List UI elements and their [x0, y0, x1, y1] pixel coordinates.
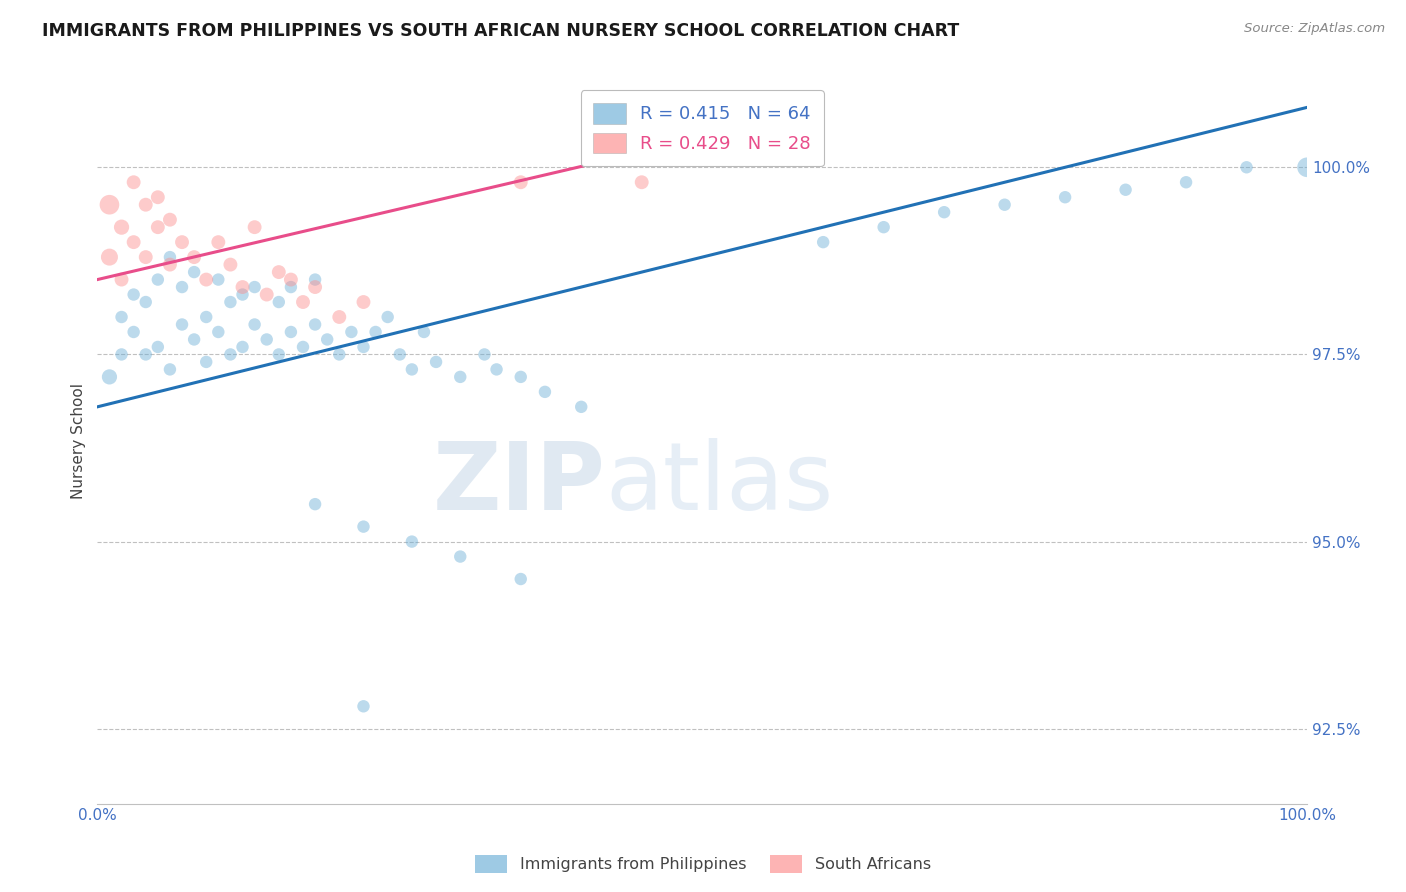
Point — [1236, 161, 1258, 175]
Point — [377, 310, 399, 324]
Point — [304, 272, 326, 286]
Point — [485, 362, 508, 376]
Point — [509, 572, 531, 586]
Point — [159, 258, 181, 272]
Point — [135, 295, 157, 310]
Point — [207, 272, 229, 286]
Point — [353, 295, 375, 310]
Point — [195, 310, 218, 324]
Point — [353, 340, 375, 354]
Point — [122, 287, 145, 301]
Point — [267, 347, 290, 361]
Point — [135, 250, 157, 264]
Point — [170, 280, 193, 294]
Point — [146, 190, 169, 204]
Point — [183, 333, 205, 347]
Point — [280, 280, 302, 294]
Point — [353, 519, 375, 533]
Point — [994, 197, 1017, 211]
Point — [280, 272, 302, 286]
Point — [630, 175, 652, 189]
Point — [219, 295, 242, 310]
Point — [146, 340, 169, 354]
Point — [231, 280, 253, 294]
Text: atlas: atlas — [606, 438, 834, 530]
Point — [569, 400, 592, 414]
Point — [159, 362, 181, 376]
Point — [509, 175, 531, 189]
Point — [872, 220, 894, 235]
Point — [195, 272, 218, 286]
Point — [243, 220, 266, 235]
Point — [413, 325, 436, 339]
Point — [474, 347, 496, 361]
Point — [207, 325, 229, 339]
Point — [135, 347, 157, 361]
Point — [256, 287, 278, 301]
Point — [328, 310, 350, 324]
Point — [122, 175, 145, 189]
Point — [110, 310, 132, 324]
Point — [135, 197, 157, 211]
Point — [509, 370, 531, 384]
Point — [207, 235, 229, 249]
Point — [280, 325, 302, 339]
Point — [449, 370, 471, 384]
Point — [170, 235, 193, 249]
Point — [1115, 183, 1137, 197]
Point — [388, 347, 411, 361]
Point — [170, 318, 193, 332]
Point — [122, 235, 145, 249]
Point — [243, 280, 266, 294]
Point — [328, 347, 350, 361]
Point — [110, 220, 132, 235]
Point — [534, 384, 557, 399]
Point — [183, 265, 205, 279]
Text: ZIP: ZIP — [433, 438, 606, 530]
Point — [304, 497, 326, 511]
Point — [316, 333, 339, 347]
Legend: R = 0.415   N = 64, R = 0.429   N = 28: R = 0.415 N = 64, R = 0.429 N = 28 — [581, 90, 824, 166]
Point — [219, 347, 242, 361]
Point — [449, 549, 471, 564]
Point — [353, 699, 375, 714]
Point — [231, 340, 253, 354]
Point — [159, 212, 181, 227]
Point — [401, 362, 423, 376]
Text: IMMIGRANTS FROM PHILIPPINES VS SOUTH AFRICAN NURSERY SCHOOL CORRELATION CHART: IMMIGRANTS FROM PHILIPPINES VS SOUTH AFR… — [42, 22, 959, 40]
Point — [1296, 161, 1319, 175]
Point — [183, 250, 205, 264]
Point — [98, 197, 121, 211]
Point — [146, 220, 169, 235]
Point — [304, 280, 326, 294]
Point — [231, 287, 253, 301]
Point — [195, 355, 218, 369]
Point — [98, 370, 121, 384]
Y-axis label: Nursery School: Nursery School — [72, 383, 86, 499]
Point — [256, 333, 278, 347]
Point — [292, 295, 315, 310]
Point — [811, 235, 834, 249]
Legend: Immigrants from Philippines, South Africans: Immigrants from Philippines, South Afric… — [468, 848, 938, 880]
Point — [1175, 175, 1198, 189]
Point — [267, 265, 290, 279]
Point — [364, 325, 387, 339]
Point — [159, 250, 181, 264]
Point — [122, 325, 145, 339]
Point — [243, 318, 266, 332]
Point — [425, 355, 447, 369]
Point — [146, 272, 169, 286]
Point — [1054, 190, 1077, 204]
Point — [110, 272, 132, 286]
Point — [219, 258, 242, 272]
Point — [110, 347, 132, 361]
Point — [98, 250, 121, 264]
Point — [401, 534, 423, 549]
Point — [934, 205, 956, 219]
Point — [267, 295, 290, 310]
Point — [340, 325, 363, 339]
Point — [292, 340, 315, 354]
Text: Source: ZipAtlas.com: Source: ZipAtlas.com — [1244, 22, 1385, 36]
Point — [304, 318, 326, 332]
